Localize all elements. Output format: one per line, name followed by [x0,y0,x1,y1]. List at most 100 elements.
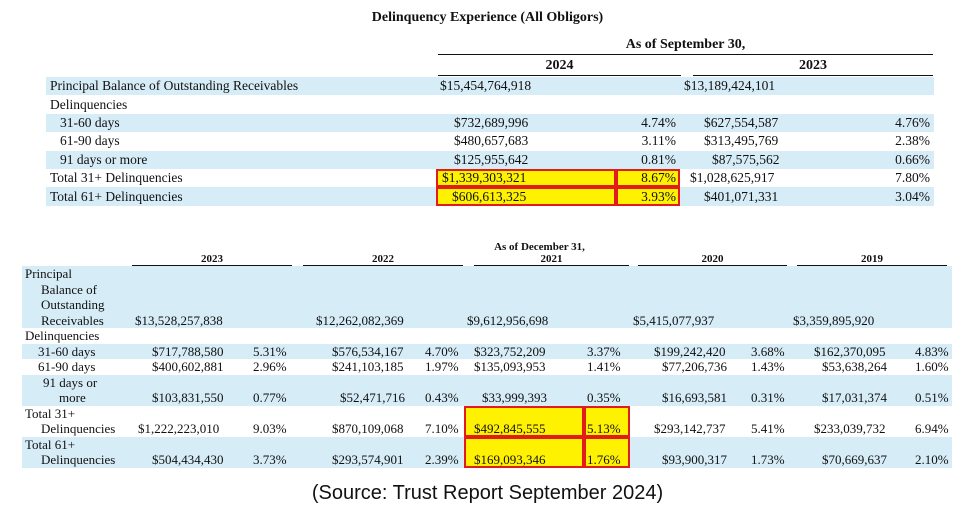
pct-2024-highlighted: 8.67% [616,168,680,188]
pct-2023: 3.04% [860,187,934,206]
label-line: Delinquencies [41,452,116,467]
table-row: Delinquencies [22,328,952,344]
row-label: 91 days or more [22,374,132,406]
value-2020: $293,142,737 [654,421,726,436]
value-2023: $400,602,881 [152,359,224,374]
pct-2019: 2.10% [912,436,952,468]
pct-2023: 2.38% [895,133,930,149]
label-line: Outstanding [41,297,105,312]
bottom-table-caption: As of December 31, [494,241,585,253]
pct-2023: 4.76% [860,113,934,133]
row-label: Total 31+ Delinquencies [22,406,132,437]
table-row: 31-60 days $732,689,996 4.74% $627,554,5… [46,113,934,133]
value-2021: $135,093,953 [474,359,546,374]
label-line: Principal [25,266,72,281]
value-2023: $1,028,625,917 [690,170,775,186]
top-delinquency-table: Principal Balance of Outstanding Receiva… [46,77,934,206]
top-year-2023: 2023 [693,58,933,76]
bottom-delinquency-table: Principal Balance of Outstanding Receiva… [22,266,952,468]
value-2022: $241,103,185 [332,359,404,374]
row-label: Total 61+ Delinquencies [46,187,436,206]
value-2021: $33,999,393 [464,374,584,406]
row-label: Total 31+ Delinquencies [50,170,183,186]
pct-2023: 0.77% [250,374,292,406]
table-row: 91 days or more $125,955,642 0.81% $87,5… [46,150,934,169]
pct-2023: 7.80% [895,170,930,186]
value-2019: $17,031,374 [790,374,912,406]
pct-2020: 1.43% [751,359,785,374]
value-2022: $52,471,716 [292,374,422,406]
value-2023: $627,554,587 [680,113,860,133]
pct-2021: 3.37% [584,343,630,359]
value-2022: $576,534,167 [292,343,422,359]
pct-2023: 3.73% [250,436,292,468]
value-2019: $162,370,095 [790,343,912,359]
pct-2023: 2.96% [253,359,287,374]
value-2019: $233,039,732 [814,421,886,436]
pct-2023 [860,77,934,96]
table-row: Total 61+ Delinquencies $606,613,325 3.9… [46,187,934,206]
value-2021-highlighted: $492,845,555 [464,405,584,437]
label-line: Total 61+ [25,436,76,452]
table-row: 61-90 days $480,657,683 3.11% $313,495,7… [46,132,934,150]
table-title: Delinquency Experience (All Obligors) [371,10,604,25]
value-2023: $401,071,331 [680,187,860,206]
value-2024-highlighted: $606,613,325 [436,187,616,206]
label-line: Total 31+ [25,405,76,421]
table-row: Total 31+ Delinquencies $1,222,223,010 9… [22,405,952,437]
value-2019: $3,359,895,920 [790,266,952,328]
value-2022: $12,262,082,369 [292,266,464,328]
value-2023: $717,788,580 [132,343,250,359]
row-label: Principal Balance of Outstanding Receiva… [22,266,132,328]
value-2019: $70,669,637 [790,436,912,468]
label-line: more [59,390,86,405]
top-year-2024: 2024 [438,58,681,76]
value-2024: $15,454,764,918 [436,77,616,96]
pct-2024: 3.11% [641,133,676,149]
pct-2019: 6.94% [915,421,949,436]
pct-2021: 0.35% [584,374,630,406]
value-2021: $323,752,209 [464,343,584,359]
pct-2022: 1.97% [425,359,459,374]
value-2020: $16,693,581 [630,374,748,406]
bottom-year-2020: 2020 [638,253,787,266]
row-label: Principal Balance of Outstanding Receiva… [46,77,436,96]
label-line: 91 days or [43,374,98,390]
pct-2023: 0.66% [860,150,934,169]
value-2023: $13,528,257,838 [132,266,292,328]
pct-2023: 9.03% [253,421,287,436]
pct-2020: 5.41% [751,421,785,436]
pct-2022: 7.10% [425,421,459,436]
value-2023: $313,495,769 [704,133,779,149]
value-2022: $293,574,901 [292,436,422,468]
source-caption: (Source: Trust Report September 2024) [311,482,664,504]
row-label: Total 61+ Delinquencies [22,436,132,468]
value-2021-highlighted: $169,093,346 [464,436,584,468]
value-2021: $9,612,956,698 [464,266,630,328]
label-line: Delinquencies [41,421,116,436]
value-2024: $480,657,683 [454,133,529,149]
table-row: 91 days or more $103,831,550 0.77% $52,4… [22,374,952,406]
row-label: 61-90 days [38,359,96,374]
bottom-year-2022: 2022 [303,253,463,266]
table-row: Principal Balance of Outstanding Receiva… [46,77,934,96]
bottom-year-2023: 2023 [132,253,292,266]
value-2023: $1,222,223,010 [138,421,220,436]
value-2020: $77,206,736 [662,359,727,374]
value-2023: $13,189,424,101 [680,77,860,96]
pct-2023: 5.31% [250,343,292,359]
pct-2019: 4.83% [912,343,952,359]
row-label: Delinquencies [50,96,128,112]
pct-2021-highlighted: 1.76% [584,436,630,468]
value-2020: $199,242,420 [630,343,748,359]
pct-2020: 0.31% [748,374,790,406]
row-label: 61-90 days [60,133,120,149]
top-table-caption: As of September 30, [438,37,933,55]
value-2024-highlighted: $1,339,303,321 [436,168,616,188]
value-2023: $87,575,562 [680,150,860,169]
value-2020: $93,900,317 [630,436,748,468]
table-row: Total 61+ Delinquencies $504,434,430 3.7… [22,436,952,468]
pct-2022: 2.39% [422,436,464,468]
bottom-year-2019: 2019 [797,253,947,266]
row-label: 31-60 days [46,113,436,133]
